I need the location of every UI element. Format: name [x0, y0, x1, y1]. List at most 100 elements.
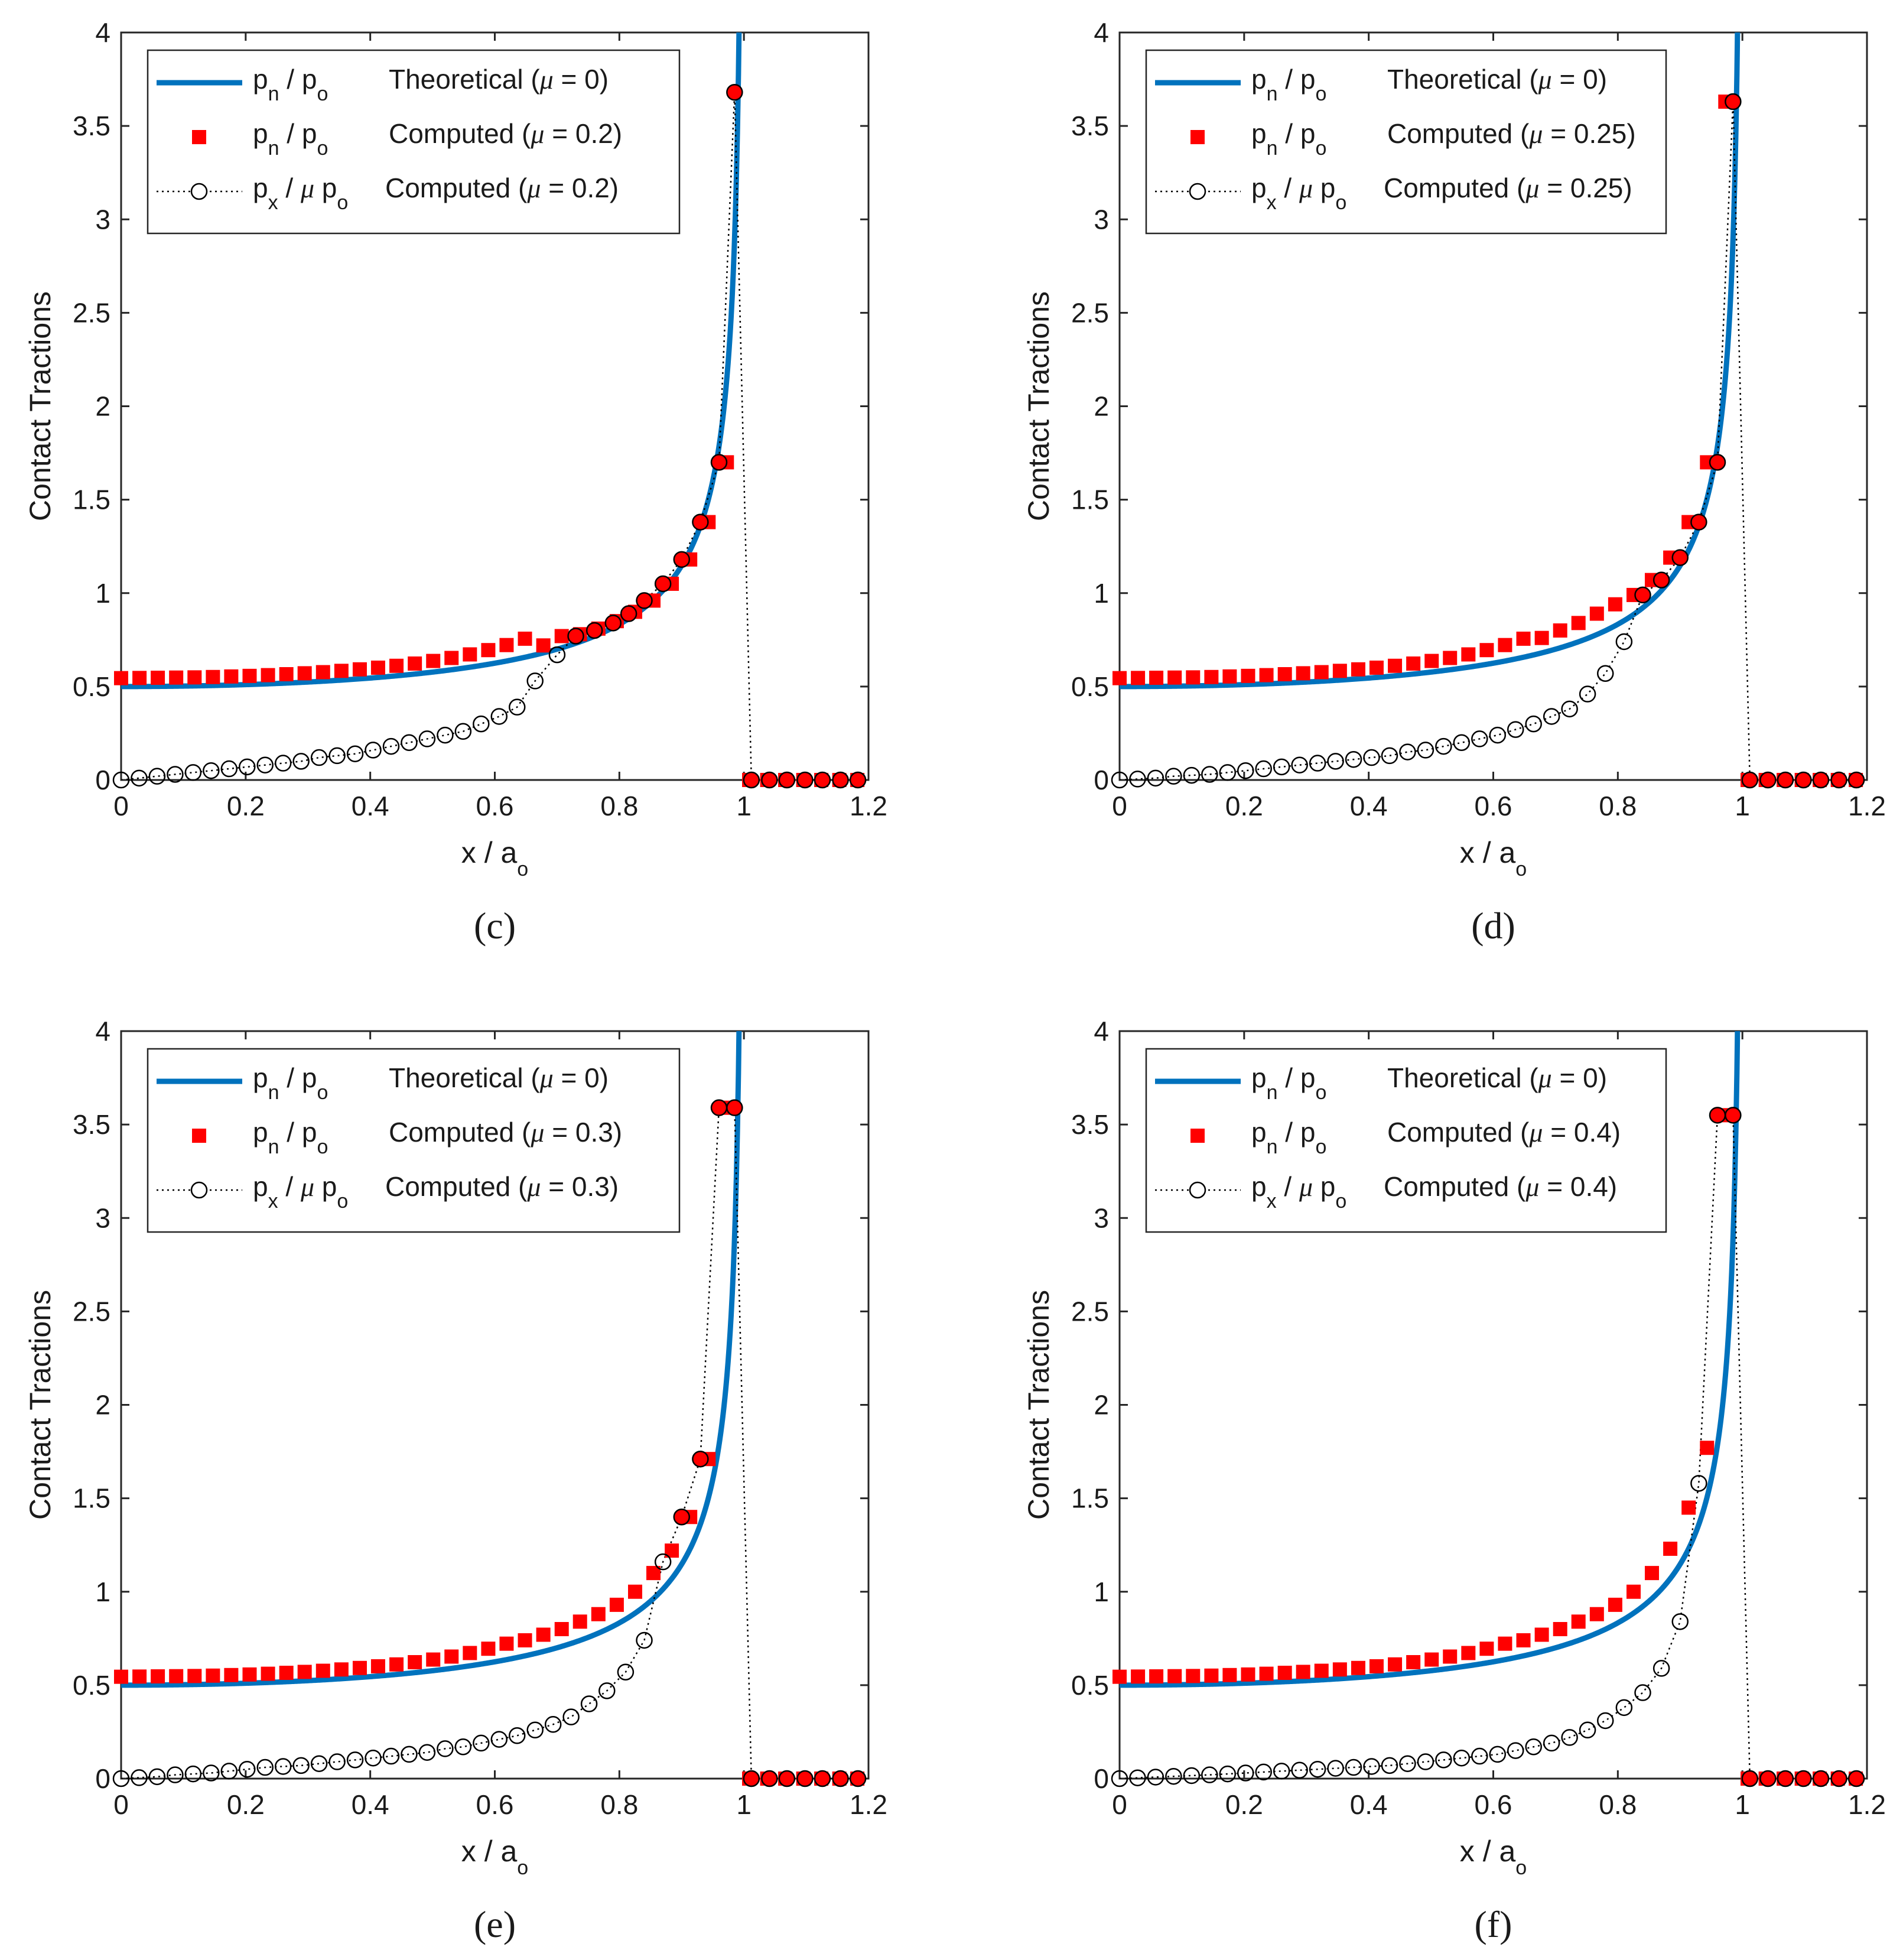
px-computed-marker [131, 1769, 148, 1786]
px-computed-marker [346, 1751, 364, 1769]
y-tick-label: 4 [1094, 17, 1109, 48]
pn-computed-marker [261, 668, 275, 682]
pn-computed-marker [1222, 669, 1237, 684]
px-computed-marker [1777, 771, 1794, 789]
px-computed-marker [849, 1770, 867, 1787]
legend-description: Computed (μ = 0.4) [1384, 1171, 1617, 1202]
pn-computed-marker [1296, 666, 1310, 681]
y-tick-label: 3.5 [73, 110, 110, 141]
y-tick-label: 2 [1094, 391, 1109, 422]
pn-computed-marker [1516, 1633, 1531, 1647]
y-tick-label: 1 [1094, 578, 1109, 609]
px-computed-marker [239, 758, 256, 776]
pn-computed-marker [370, 660, 385, 675]
pn-computed-marker [1516, 631, 1531, 646]
px-computed-marker [1291, 756, 1308, 773]
px-computed-marker [1363, 1758, 1380, 1775]
legend-square-swatch [192, 130, 206, 144]
pn-computed-marker [1443, 651, 1458, 665]
chart-svg: 0 0.2 0.4 0.6 0.8 1 1.2 0 0.5 1 1.5 2 2.5 3 3.5 4 x / ao… [1022, 17, 1886, 880]
px-computed-marker [1561, 1729, 1578, 1746]
px-computed-marker [1417, 1753, 1434, 1770]
px-computed-marker [1111, 1770, 1128, 1787]
y-tick-label: 1.5 [73, 1483, 110, 1514]
legend-description: Computed (μ = 0.3) [389, 1117, 622, 1148]
theoretical-curve [1120, 1031, 1741, 1688]
y-tick-label: 1 [95, 578, 110, 609]
px-computed-marker [1129, 1769, 1146, 1786]
pn-computed-marker [1424, 1652, 1439, 1667]
x-tick-label: 0.6 [1475, 791, 1512, 821]
px-computed-marker [761, 1770, 778, 1787]
y-tick-label: 1.5 [1071, 1483, 1109, 1514]
panel-caption: (f) [1474, 1903, 1512, 1945]
chart-panel-1: 0 0.2 0.4 0.6 0.8 1 1.2 0 0.5 1 1.5 2 2.5 3 3.5 4 x / ao… [998, 0, 1903, 961]
y-tick-label: 1 [1094, 1577, 1109, 1607]
pn-computed-marker [1259, 668, 1274, 682]
px-computed-marker [1147, 1769, 1164, 1786]
px-computed-marker [1777, 1770, 1794, 1787]
y-tick-label: 4 [95, 17, 110, 48]
pn-computed-marker [1571, 616, 1586, 630]
legend-label: px / μ po [1251, 173, 1346, 214]
pn-computed-marker [1589, 1607, 1604, 1621]
px-computed-marker [203, 1764, 220, 1782]
px-computed-marker [401, 734, 418, 751]
chart-svg: 0 0.2 0.4 0.6 0.8 1 1.2 0 0.5 1 1.5 2 2.5 3 3.5 4 x / ao… [24, 17, 887, 880]
px-computed-marker [1237, 1764, 1254, 1782]
px-computed-marker [1183, 1767, 1201, 1785]
y-tick-label: 2 [1094, 1390, 1109, 1421]
pn-computed-marker [1406, 656, 1421, 671]
px-computed-marker [1543, 1734, 1560, 1752]
pn-computed-marker [297, 666, 312, 681]
px-computed-marker [743, 771, 760, 789]
px-computed-marker [1237, 762, 1254, 779]
px-computed-marker [585, 622, 603, 639]
pn-computed-marker [1277, 667, 1292, 682]
px-computed-marker [401, 1746, 418, 1763]
px-computed-marker [1381, 1757, 1398, 1774]
pn-computed-marker [370, 1659, 385, 1673]
px-computed-marker [292, 753, 310, 770]
px-computed-marker [1579, 685, 1596, 703]
pn-computed-marker [1644, 1566, 1659, 1581]
px-computed-marker [598, 1682, 616, 1699]
px-computed-marker [1327, 753, 1344, 770]
px-computed-marker [710, 454, 728, 471]
legend: pn / po Theoretical (μ = 0)pn / po Compute… [1145, 1048, 1667, 1233]
x-tick-label: 0.6 [476, 791, 514, 821]
px-computed-marker [654, 1553, 672, 1571]
px-dotted-line [121, 1107, 858, 1779]
y-tick-label: 3 [95, 1202, 110, 1233]
x-tick-label: 0.6 [476, 1789, 514, 1820]
pn-computed-marker [481, 643, 496, 658]
legend-circle-swatch [1189, 1181, 1206, 1199]
x-tick-label: 0.2 [227, 791, 265, 821]
legend-description: Computed (μ = 0.3) [385, 1171, 619, 1202]
px-computed-marker [148, 1768, 166, 1786]
px-computed-marker [692, 1450, 709, 1468]
px-computed-marker [1597, 1712, 1614, 1730]
legend-description: Computed (μ = 0.25) [1384, 173, 1632, 203]
px-computed-marker [1165, 1767, 1182, 1785]
px-computed-marker [1273, 758, 1290, 776]
px-computed-marker [454, 723, 472, 740]
px-computed-marker [1634, 1684, 1651, 1701]
px-computed-marker [1652, 571, 1670, 589]
pn-computed-marker [554, 1622, 569, 1636]
pn-computed-marker [1112, 671, 1127, 685]
chart-panel-3: 0 0.2 0.4 0.6 0.8 1 1.2 0 0.5 1 1.5 2 2.5 3 3.5 4 x / ao… [998, 999, 1903, 1960]
px-computed-marker [1690, 1475, 1707, 1492]
px-computed-marker [832, 771, 849, 789]
px-computed-marker [1147, 769, 1164, 787]
pn-computed-marker [408, 1655, 422, 1669]
y-tick-label: 3 [95, 204, 110, 235]
px-computed-marker [580, 1695, 598, 1712]
px-computed-marker [726, 1099, 743, 1116]
px-computed-marker [148, 768, 166, 785]
pn-computed-marker [518, 1633, 532, 1647]
px-computed-marker [454, 1738, 472, 1756]
pn-computed-marker [1131, 671, 1146, 685]
pn-computed-marker [1259, 1666, 1274, 1681]
pn-computed-marker [1131, 1669, 1146, 1684]
